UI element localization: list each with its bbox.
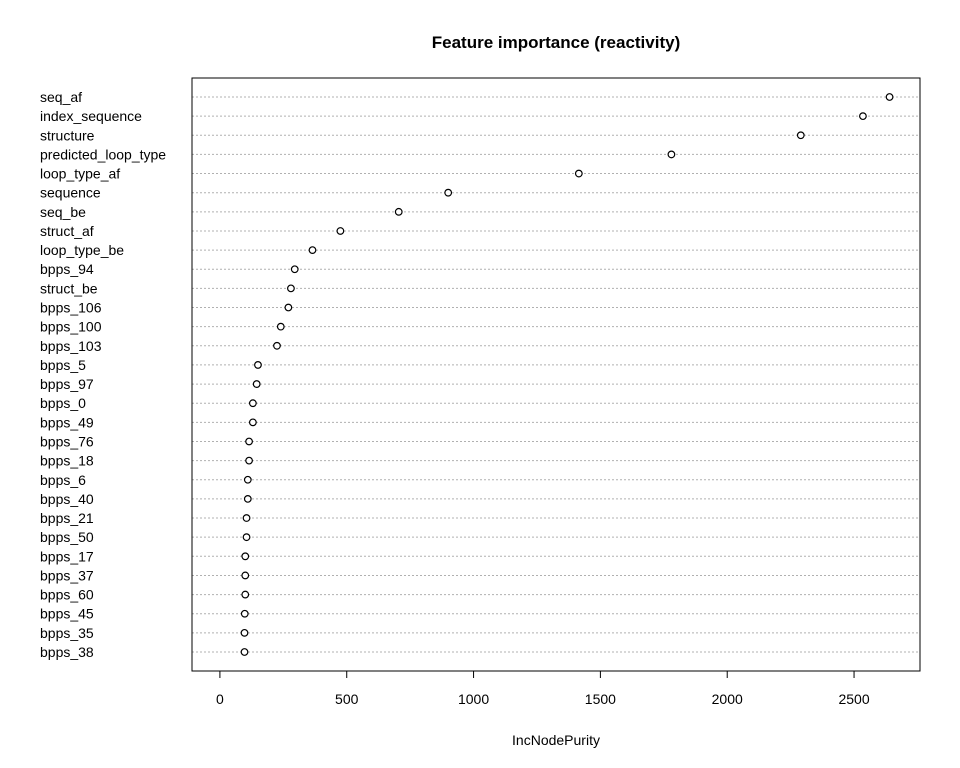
y-label-predicted_loop_type: predicted_loop_type <box>40 146 166 162</box>
y-label-bpps_17: bpps_17 <box>40 548 94 564</box>
point-seq_be <box>394 207 403 216</box>
point-layer <box>240 93 894 656</box>
y-label-struct_be: struct_be <box>40 280 98 296</box>
point-bpps_106 <box>284 303 293 312</box>
y-label-sequence: sequence <box>40 185 101 201</box>
point-bpps_0 <box>248 399 257 408</box>
point-bpps_5 <box>254 361 262 369</box>
point-bpps_45 <box>240 609 249 618</box>
point-structure <box>796 131 805 140</box>
grid-layer <box>192 96 920 653</box>
y-label-bpps_100: bpps_100 <box>40 319 102 335</box>
point-bpps_60 <box>241 590 250 599</box>
y-label-bpps_35: bpps_35 <box>40 625 94 641</box>
point-struct_be <box>287 284 295 293</box>
x-tick-label-500: 500 <box>335 691 359 707</box>
y-label-bpps_40: bpps_40 <box>40 491 94 507</box>
y-label-struct_af: struct_af <box>40 223 94 239</box>
y-label-bpps_0: bpps_0 <box>40 395 86 411</box>
point-bpps_21 <box>242 514 251 522</box>
x-tick-label-1500: 1500 <box>585 691 616 707</box>
y-label-bpps_50: bpps_50 <box>40 529 94 545</box>
y-label-bpps_97: bpps_97 <box>40 376 94 392</box>
point-bpps_40 <box>243 494 252 503</box>
point-bpps_76 <box>245 437 253 446</box>
point-bpps_100 <box>276 322 285 331</box>
point-bpps_37 <box>241 571 250 580</box>
point-seq_af <box>885 93 894 101</box>
point-bpps_103 <box>273 341 281 350</box>
y-label-index_sequence: index_sequence <box>40 108 142 124</box>
y-label-bpps_103: bpps_103 <box>40 338 102 354</box>
x-axis: 0 500 1000 1500 2000 2500 <box>216 670 870 707</box>
y-label-loop_type_be: loop_type_be <box>40 242 124 258</box>
point-sequence <box>444 188 453 197</box>
point-bpps_97 <box>252 380 261 388</box>
y-label-bpps_18: bpps_18 <box>40 453 94 469</box>
y-label-bpps_37: bpps_37 <box>40 567 94 583</box>
y-label-bpps_6: bpps_6 <box>40 472 86 488</box>
y-category-labels: seq_af index_sequence structure predicted_l… <box>40 89 166 660</box>
y-label-bpps_76: bpps_76 <box>40 433 94 449</box>
x-tick-label-1000: 1000 <box>458 691 489 707</box>
point-bpps_94 <box>290 265 299 274</box>
y-label-seq_be: seq_be <box>40 204 86 220</box>
y-label-bpps_21: bpps_21 <box>40 510 94 526</box>
y-label-bpps_106: bpps_106 <box>40 300 102 316</box>
y-label-bpps_49: bpps_49 <box>40 414 94 430</box>
y-label-structure: structure <box>40 127 95 143</box>
y-label-loop_type_af: loop_type_af <box>40 166 120 182</box>
x-tick-label-2500: 2500 <box>838 691 869 707</box>
point-loop_type_be <box>308 246 317 255</box>
y-label-seq_af: seq_af <box>40 89 82 105</box>
x-tick-label-0: 0 <box>216 691 224 707</box>
point-bpps_18 <box>245 456 253 465</box>
y-label-bpps_45: bpps_45 <box>40 606 94 622</box>
y-label-bpps_5: bpps_5 <box>40 357 86 373</box>
point-bpps_35 <box>240 628 249 637</box>
point-bpps_50 <box>242 533 251 542</box>
x-tick-label-2000: 2000 <box>712 691 743 707</box>
point-bpps_17 <box>241 552 250 561</box>
x-axis-label: IncNodePurity <box>512 732 600 748</box>
point-bpps_49 <box>248 418 257 427</box>
point-predicted_loop_type <box>667 150 676 159</box>
point-struct_af <box>336 227 345 235</box>
point-loop_type_af <box>574 169 583 178</box>
chart-title: Feature importance (reactivity) <box>432 33 680 52</box>
y-label-bpps_38: bpps_38 <box>40 644 94 660</box>
y-label-bpps_60: bpps_60 <box>40 587 94 603</box>
point-bpps_38 <box>240 648 249 656</box>
point-index_sequence <box>859 112 867 121</box>
y-label-bpps_94: bpps_94 <box>40 261 94 277</box>
plot-frame <box>191 77 921 672</box>
point-bpps_6 <box>243 475 252 484</box>
